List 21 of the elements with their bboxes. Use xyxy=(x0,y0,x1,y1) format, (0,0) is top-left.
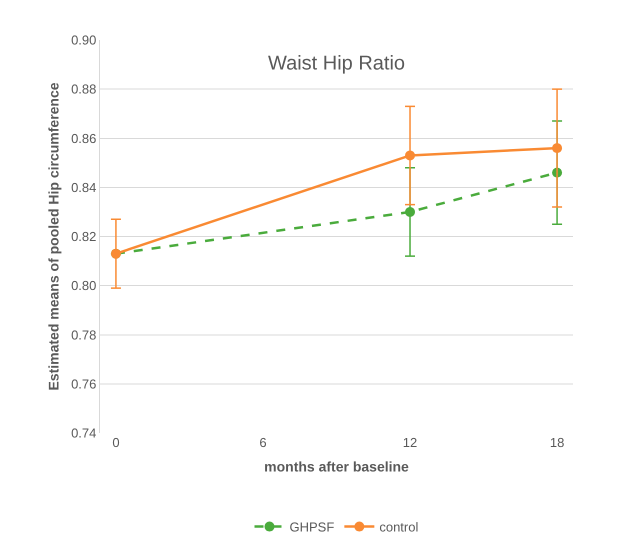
y-tick-label: 0.84 xyxy=(71,180,96,195)
point xyxy=(552,143,562,154)
y-tick-label: 0.88 xyxy=(71,82,96,97)
x-axis-title: months after baseline xyxy=(264,458,410,474)
text: Waist Hip Ratio xyxy=(268,52,406,74)
y-tick-label: 0.82 xyxy=(71,229,96,244)
y-tick-label: 0.86 xyxy=(71,130,96,146)
y-axis-title: Estimated means of pooled Hip circumference xyxy=(46,82,62,391)
y-tick-label: 0.78 xyxy=(71,327,96,342)
y-tick-label: 0.80 xyxy=(71,278,96,294)
x-tick-label: 0 xyxy=(112,435,120,450)
x-tick-label: 6 xyxy=(259,435,267,450)
point xyxy=(405,206,416,217)
y-tick-label: 0.90 xyxy=(71,32,96,48)
y-tick-label: 0.76 xyxy=(71,376,96,392)
x-tick-label: 18 xyxy=(550,435,564,450)
point xyxy=(405,150,416,160)
y-tick-label: 0.74 xyxy=(71,426,96,441)
legend-label: control xyxy=(379,520,418,535)
legend-label: GHPSF xyxy=(290,520,334,535)
x-tick-label: 12 xyxy=(402,435,418,450)
